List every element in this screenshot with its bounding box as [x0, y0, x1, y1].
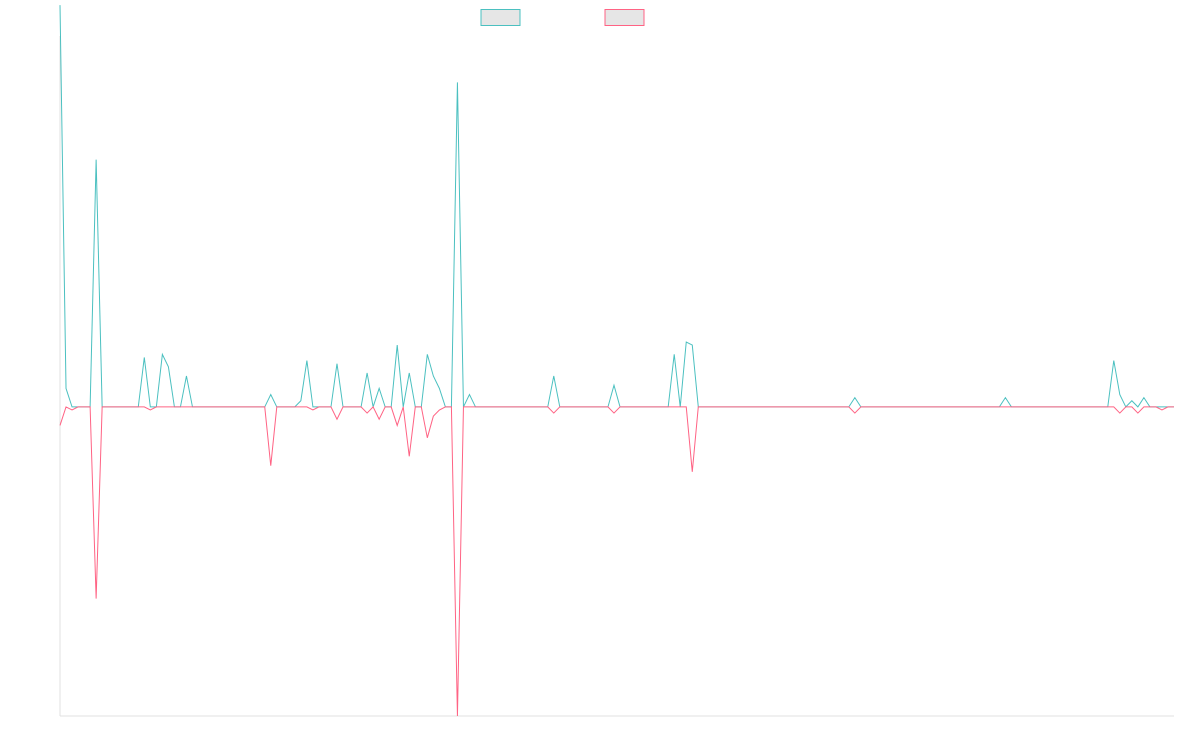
- series-line-1: [59, 5, 1174, 408]
- series-line-2: [59, 406, 1174, 717]
- chart-axes: [59, 36, 1174, 717]
- legend-swatch-2[interactable]: [604, 9, 645, 26]
- chart-legend[interactable]: [480, 9, 645, 26]
- legend-swatch-1[interactable]: [480, 9, 521, 26]
- plot-area: [59, 5, 1174, 717]
